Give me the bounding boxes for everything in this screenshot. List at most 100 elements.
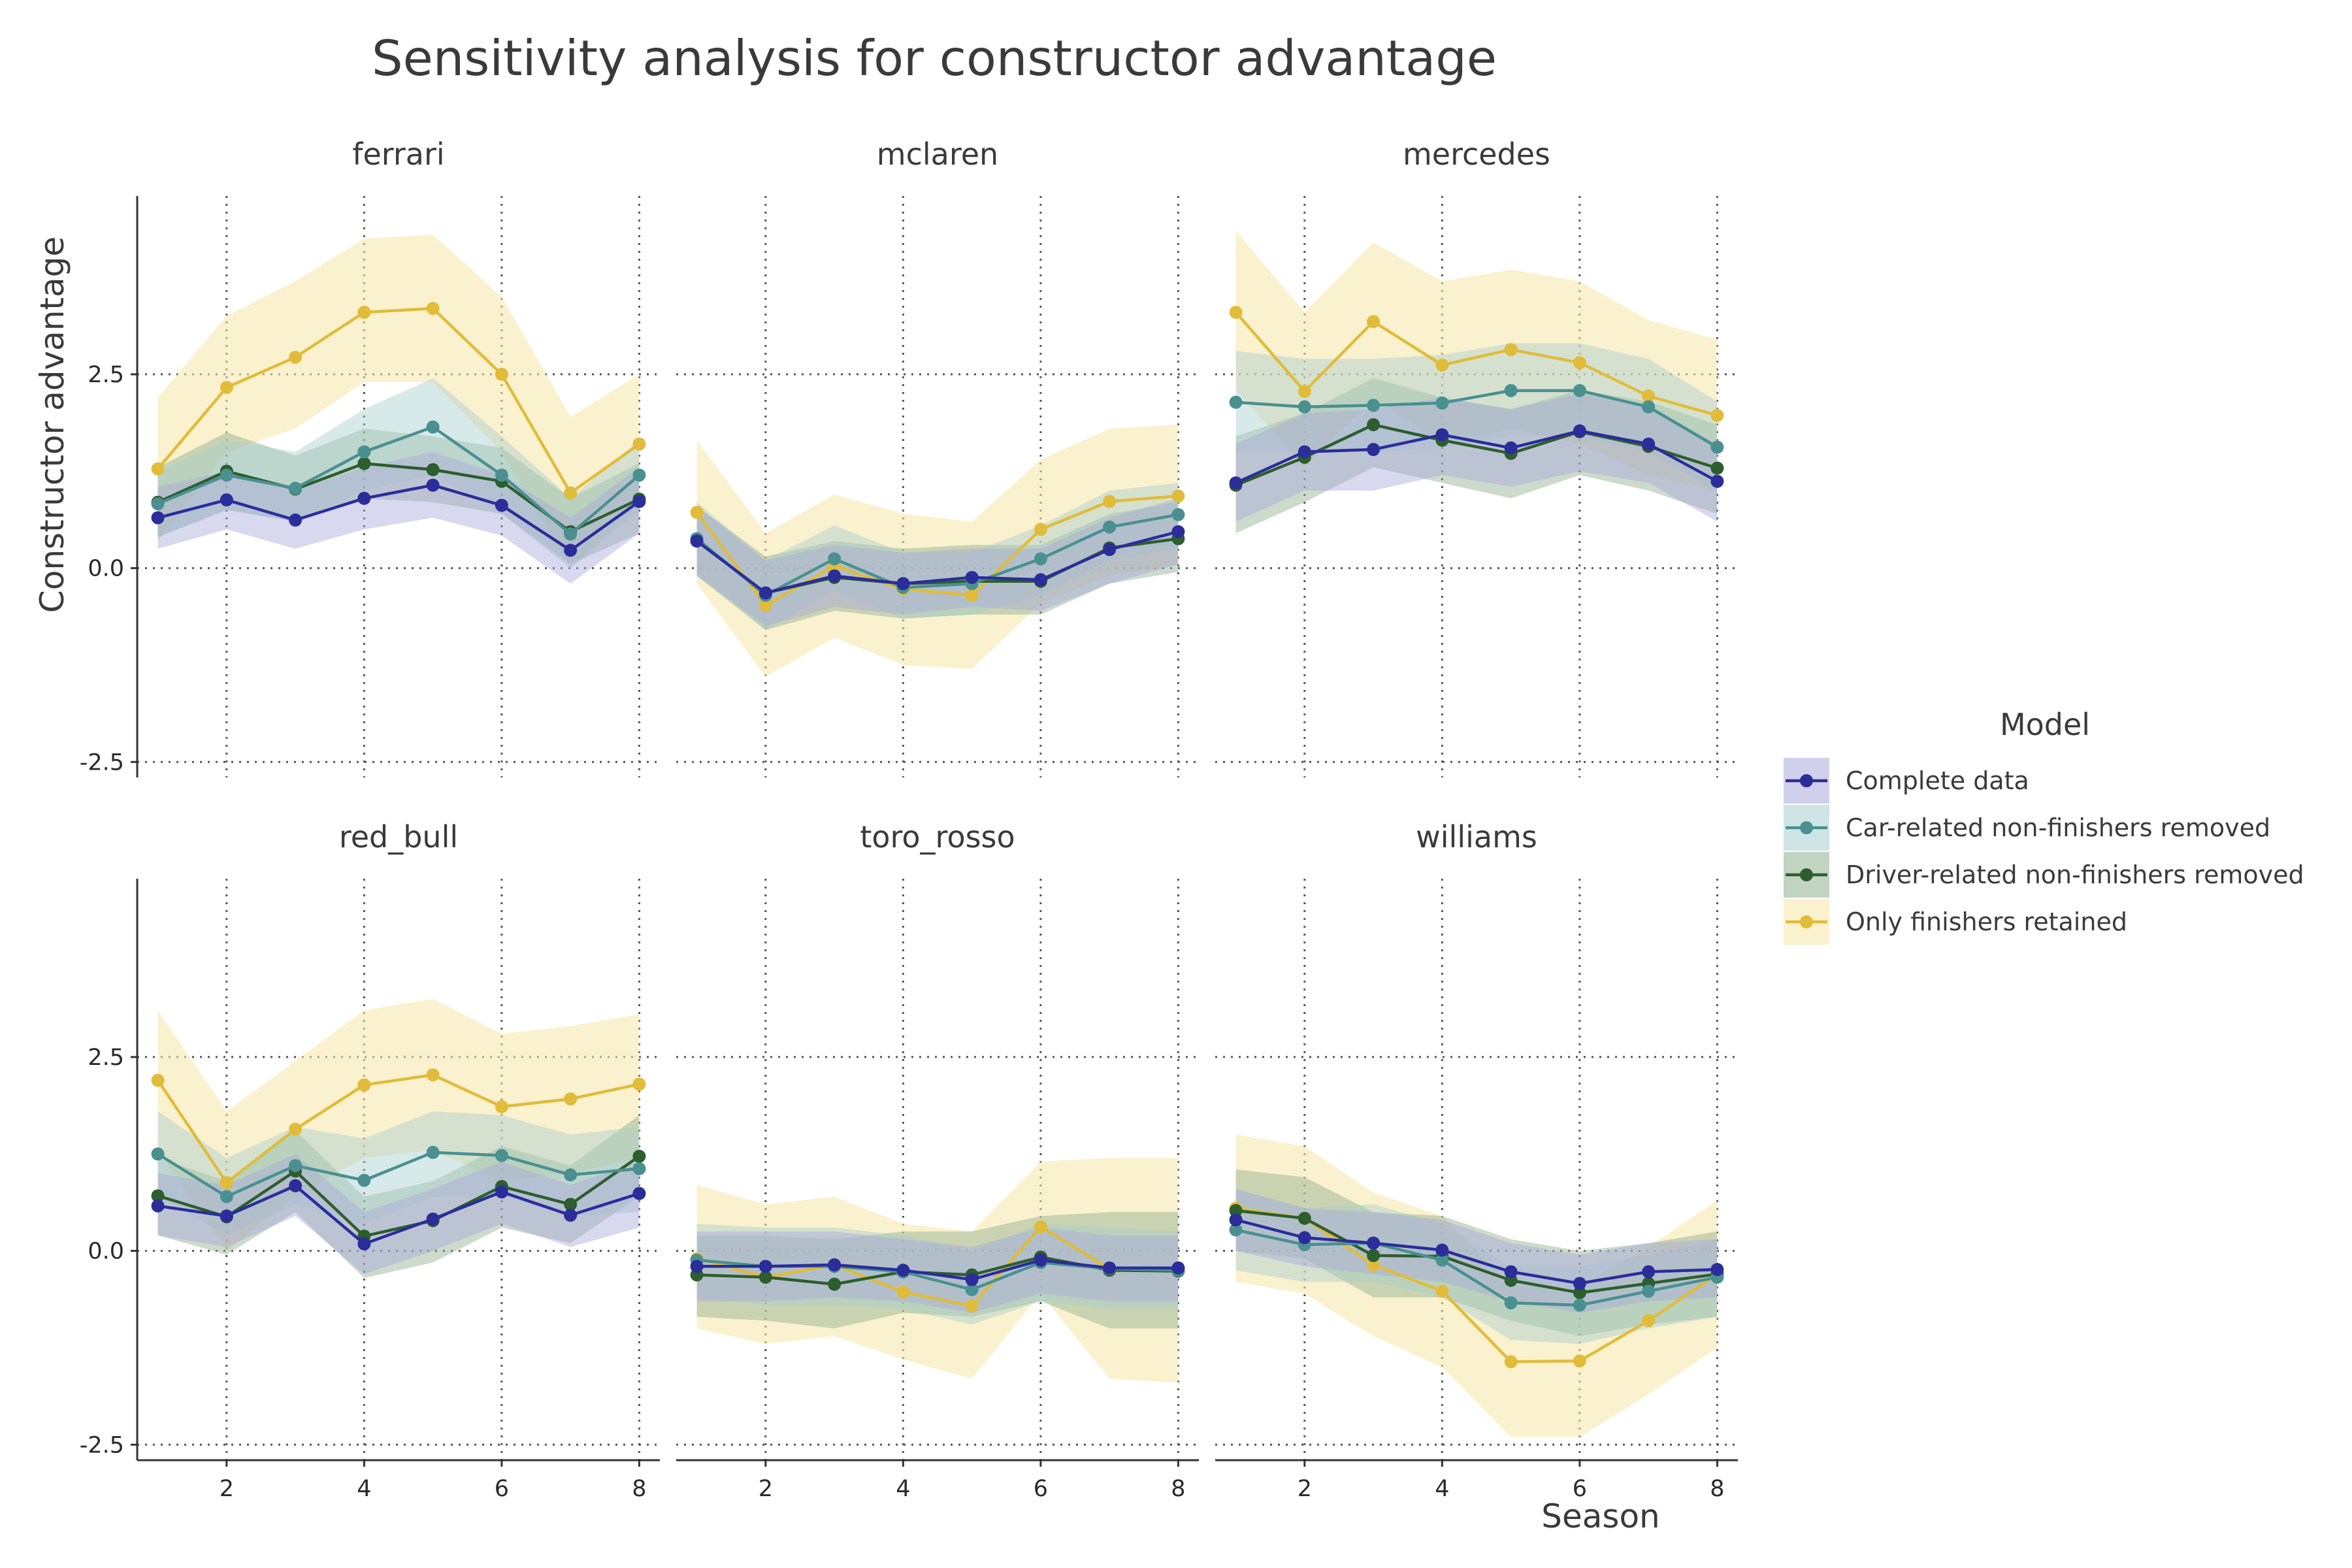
panel-williams: williams 2 4 6 8 — [1215, 819, 1738, 1502]
chart-title: Sensitivity analysis for constructor adv… — [372, 29, 1497, 87]
data-point — [1573, 1354, 1586, 1368]
data-point — [426, 463, 440, 476]
legend-item: Car-related non-finishers removed — [1784, 805, 2270, 851]
series-line — [157, 483, 640, 553]
ribbon-complete-data — [157, 451, 640, 584]
data-point — [1435, 396, 1449, 410]
data-point — [495, 1100, 508, 1113]
data-point — [289, 1159, 302, 1173]
data-point — [289, 1179, 302, 1192]
data-point — [426, 1145, 440, 1159]
series-line — [696, 1224, 1179, 1308]
legend-point — [1800, 821, 1813, 834]
x-tick-label: 2 — [759, 1476, 773, 1502]
data-point — [1642, 1314, 1656, 1328]
data-point — [1710, 408, 1724, 422]
ribbon-driver-related-non-finishers-removed — [157, 1115, 640, 1279]
data-point — [759, 598, 772, 612]
data-point — [1367, 443, 1380, 457]
ribbon-complete-data — [696, 498, 1179, 627]
data-point — [357, 457, 371, 470]
x-axis-title: Season — [1541, 1497, 1659, 1535]
data-point — [828, 569, 841, 583]
data-point — [1229, 395, 1243, 409]
legend-point — [1800, 915, 1813, 928]
panel-title: ferrari — [352, 137, 444, 172]
data-point — [828, 1277, 841, 1291]
data-point — [1573, 1277, 1586, 1290]
data-point — [426, 478, 440, 492]
data-point — [1642, 437, 1656, 451]
data-point — [426, 1212, 440, 1226]
data-point — [151, 497, 165, 511]
data-point — [1642, 400, 1656, 414]
ribbon-only-finishers-retained — [1235, 231, 1718, 491]
series-line — [157, 1184, 640, 1246]
data-point — [1367, 1249, 1380, 1262]
data-point — [220, 1176, 233, 1190]
legend-label: Only finishers retained — [1846, 907, 2127, 936]
x-tick-label: 8 — [632, 1476, 646, 1502]
data-point — [289, 1122, 302, 1136]
data-point — [1298, 1231, 1311, 1245]
data-point — [220, 468, 233, 482]
series-line — [1234, 311, 1718, 417]
series-line — [1235, 1218, 1718, 1285]
y-axis-title: Constructor advantage — [33, 237, 71, 613]
ribbon-only-finishers-retained — [157, 998, 640, 1251]
data-point — [1573, 424, 1586, 438]
data-point — [632, 495, 646, 508]
data-point — [1710, 474, 1724, 488]
data-point — [1367, 399, 1380, 412]
data-point — [1229, 306, 1243, 319]
data-point — [426, 1068, 440, 1082]
data-point — [1367, 1258, 1380, 1271]
panel-title: mercedes — [1403, 137, 1550, 172]
y-tick-label: -2.5 — [80, 749, 124, 776]
series-line — [1235, 389, 1718, 449]
data-point — [1171, 525, 1185, 538]
data-point — [1504, 1355, 1518, 1369]
data-point — [151, 1147, 165, 1161]
ribbon-only-finishers-retained — [157, 235, 640, 568]
data-point — [289, 514, 302, 527]
data-point — [1504, 342, 1518, 356]
data-point — [1573, 384, 1586, 397]
panel-mercedes: mercedes — [1215, 137, 1738, 777]
data-point — [1435, 1284, 1449, 1298]
data-point — [632, 1162, 646, 1175]
data-point — [1034, 1220, 1047, 1233]
x-tick-label: 8 — [1171, 1476, 1185, 1502]
data-point — [1642, 389, 1656, 403]
panel-title: red_bull — [339, 819, 458, 855]
data-point — [759, 1270, 772, 1284]
data-point — [896, 577, 910, 591]
ribbon-car-related-non-finishers-removed — [1235, 1188, 1718, 1344]
x-tick-label: 6 — [495, 1476, 509, 1502]
data-point — [828, 1258, 841, 1271]
series-line — [157, 1154, 640, 1238]
data-point — [357, 306, 371, 319]
data-point — [151, 1199, 165, 1213]
panel-red_bull: red_bull -2.5 0.0 2.5 2 4 6 8 — [80, 819, 660, 1502]
data-point — [1034, 552, 1047, 566]
x-tick-label: 4 — [357, 1476, 371, 1502]
data-point — [690, 534, 704, 548]
legend-label: Driver-related non-finishers removed — [1846, 860, 2304, 889]
ribbon-complete-data — [696, 1228, 1179, 1313]
legend-items: Complete data Car-related non-finishers r… — [1784, 758, 2304, 945]
data-point — [1504, 1265, 1518, 1279]
data-point — [965, 1299, 979, 1313]
data-point — [426, 302, 440, 316]
ribbon-car-related-non-finishers-removed — [1235, 343, 1718, 491]
data-point — [1229, 1223, 1243, 1237]
data-point — [1435, 1253, 1449, 1267]
ribbon-car-related-non-finishers-removed — [696, 483, 1179, 630]
data-point — [564, 1168, 578, 1182]
data-point — [1298, 400, 1311, 414]
data-point — [1034, 523, 1047, 536]
data-point — [896, 1264, 910, 1277]
legend-item: Only finishers retained — [1784, 899, 2127, 945]
data-point — [564, 1092, 578, 1106]
data-point — [965, 570, 979, 584]
